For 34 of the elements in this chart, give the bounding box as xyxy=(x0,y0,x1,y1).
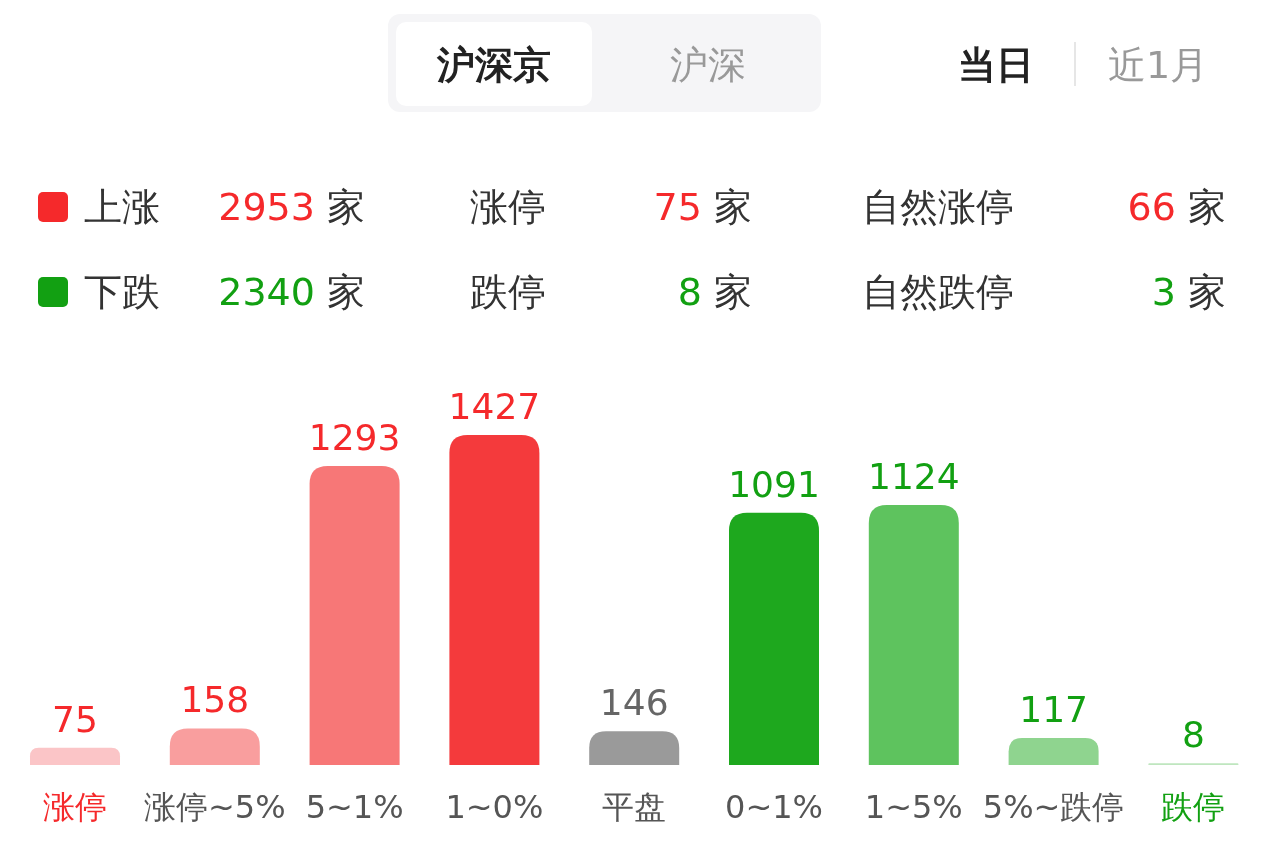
text: 66 家 xyxy=(1127,185,1226,229)
x-tick-label: 1~5% xyxy=(864,788,963,826)
x-tick-label: 5~1% xyxy=(305,788,404,826)
x-tick-label: 1~0% xyxy=(445,788,544,826)
x-tick-label: 涨停 xyxy=(43,788,107,826)
text: 沪深京 xyxy=(436,43,551,87)
text: 自然涨停 xyxy=(862,185,1014,229)
x-tick-label: 5%~跌停 xyxy=(982,788,1125,826)
text: 75 家 xyxy=(653,185,752,229)
data-label: 1427 xyxy=(448,386,541,427)
text: 跌停 xyxy=(470,270,546,314)
data-label: 158 xyxy=(180,679,250,721)
x-tick-label: 0~1% xyxy=(725,788,823,826)
text: 8 家 xyxy=(677,270,752,314)
text: 上涨 xyxy=(84,185,160,229)
x-tick-label: 跌停 xyxy=(1161,788,1226,826)
text: 当日 xyxy=(958,43,1034,87)
data-label: 146 xyxy=(599,682,669,724)
x-tick-label: 平盘 xyxy=(602,788,667,826)
data-label: 1293 xyxy=(308,416,401,458)
text: 涨停 xyxy=(470,185,546,229)
text: 自然跌停 xyxy=(862,270,1014,314)
text: 3 家 xyxy=(1151,270,1226,314)
text: 沪深 xyxy=(670,43,746,87)
text: 2953 家 xyxy=(218,185,365,229)
text: 2340 家 xyxy=(218,270,365,314)
data-label: 1091 xyxy=(728,463,820,505)
data-label: 75 xyxy=(52,698,98,740)
text: 下跌 xyxy=(84,270,160,314)
data-label: 1124 xyxy=(867,456,960,498)
data-label: 117 xyxy=(1019,688,1088,730)
text: 近1月 xyxy=(1107,43,1209,87)
x-tick-label: 涨停~5% xyxy=(144,788,286,826)
data-label: 8 xyxy=(1181,714,1205,756)
